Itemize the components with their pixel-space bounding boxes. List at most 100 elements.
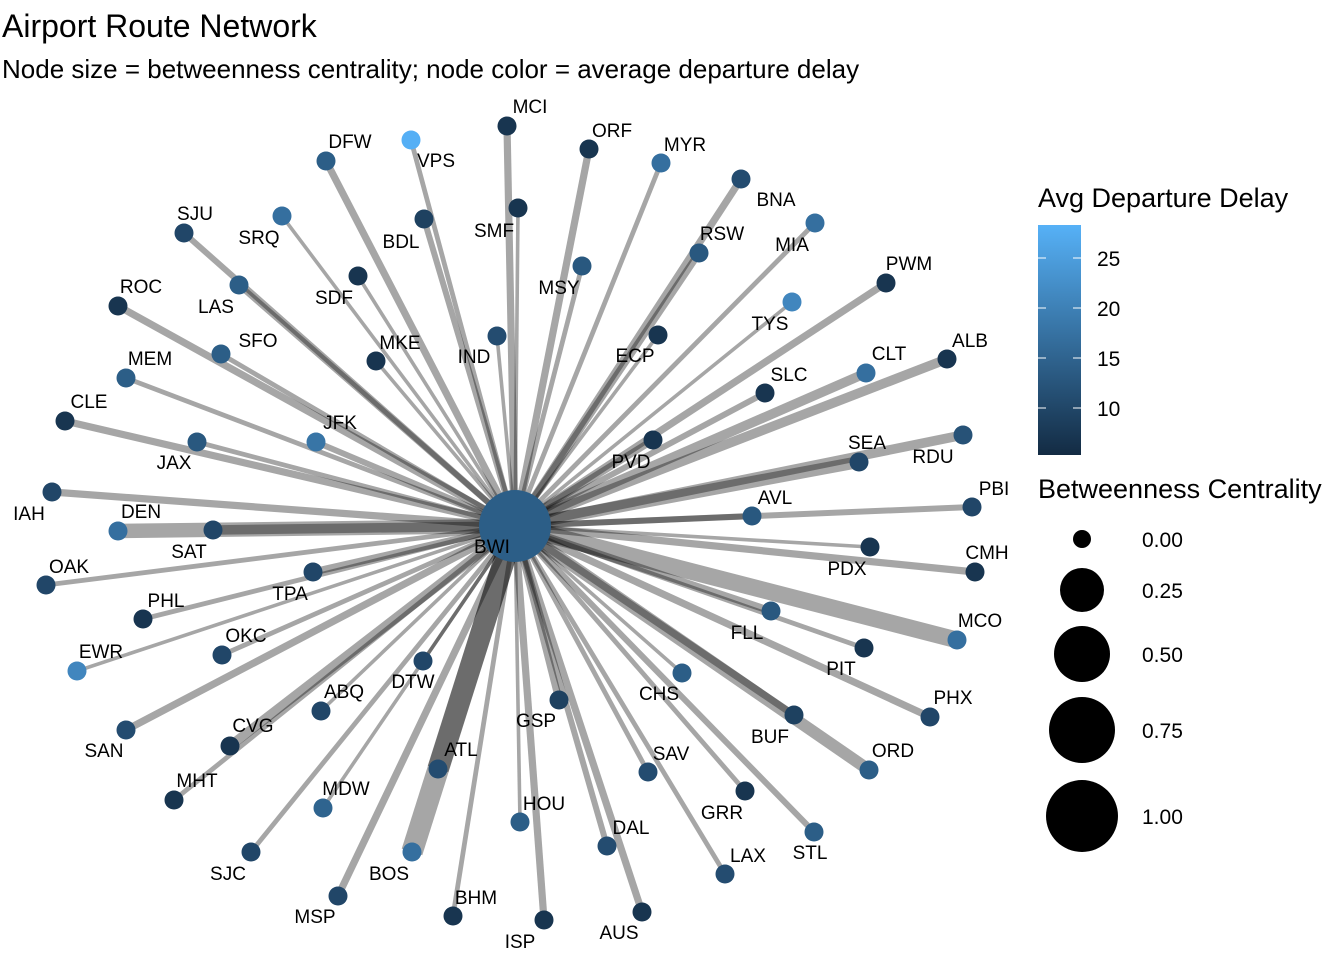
node-msy[interactable] (572, 256, 592, 276)
size-legend-circle (1073, 530, 1091, 548)
size-legend-circle (1054, 626, 1110, 682)
node-cvg[interactable] (220, 736, 240, 756)
node-mht[interactable] (164, 790, 184, 810)
edge-bwi-msy (512, 265, 585, 527)
edge-bwi-abq (319, 524, 517, 713)
node-phl[interactable] (133, 609, 153, 629)
edge-bwi-ecp (513, 333, 660, 528)
node-buf[interactable] (784, 705, 804, 725)
node-jax[interactable] (187, 432, 207, 452)
node-okc[interactable] (212, 645, 232, 665)
node-ewr[interactable] (67, 661, 87, 681)
node-stl[interactable] (804, 822, 824, 842)
color-tick-label: 20 (1097, 298, 1120, 321)
size-tick-label: 1.00 (1142, 806, 1183, 829)
node-pvd[interactable] (643, 430, 663, 450)
node-mco[interactable] (947, 630, 967, 650)
node-bhm[interactable] (443, 906, 463, 926)
node-bna[interactable] (731, 169, 751, 189)
edge-bwi-sfo (219, 351, 517, 529)
node-rdu[interactable] (953, 425, 973, 445)
node-orf[interactable] (579, 139, 599, 159)
node-tpa[interactable] (303, 562, 323, 582)
node-label: FLL (731, 623, 764, 644)
node-clt[interactable] (856, 363, 876, 383)
node-grr[interactable] (735, 781, 755, 801)
node-las[interactable] (229, 275, 249, 295)
node-mem[interactable] (116, 368, 136, 388)
node-sav[interactable] (638, 762, 658, 782)
node-cmh[interactable] (965, 562, 985, 582)
edge-bwi-orf (511, 148, 593, 527)
edge-bwi-mci (503, 125, 519, 527)
node-ind[interactable] (487, 326, 507, 346)
edge-bwi-phl (142, 523, 516, 622)
node-gsp[interactable] (549, 690, 569, 710)
node-label: AUS (599, 923, 638, 944)
node-rsw[interactable] (689, 243, 709, 263)
node-san[interactable] (116, 720, 136, 740)
node-label: CMH (965, 543, 1008, 564)
node-label: MCI (513, 97, 548, 118)
node-sjc[interactable] (241, 842, 261, 862)
node-mci[interactable] (497, 116, 517, 136)
node-avl[interactable] (742, 506, 762, 526)
edge-bwi-msp (334, 524, 519, 898)
node-vps[interactable] (401, 130, 421, 150)
node-abq[interactable] (311, 701, 331, 721)
node-bwi[interactable] (479, 490, 551, 562)
node-label: BOS (369, 864, 409, 885)
node-ecp[interactable] (648, 325, 668, 345)
node-mke[interactable] (366, 351, 386, 371)
node-den[interactable] (108, 521, 128, 541)
edge-bwi-cmh (514, 522, 976, 576)
node-lax[interactable] (715, 864, 735, 884)
node-ord[interactable] (859, 760, 879, 780)
node-label: RDU (912, 447, 953, 468)
node-aus[interactable] (632, 902, 652, 922)
node-cle[interactable] (55, 411, 75, 431)
node-fll[interactable] (761, 601, 781, 621)
node-label: MYR (664, 135, 706, 156)
node-phx[interactable] (920, 707, 940, 727)
node-sfo[interactable] (211, 344, 231, 364)
node-label: ABQ (324, 682, 364, 703)
node-mia[interactable] (805, 213, 825, 233)
node-srq[interactable] (272, 206, 292, 226)
node-sju[interactable] (174, 223, 194, 243)
node-mdw[interactable] (313, 798, 333, 818)
node-label: PHX (933, 688, 972, 709)
node-oak[interactable] (36, 575, 56, 595)
node-bdl[interactable] (414, 209, 434, 229)
node-sat[interactable] (203, 520, 223, 540)
node-pbi[interactable] (962, 497, 982, 517)
node-pdx[interactable] (860, 537, 880, 557)
node-tys[interactable] (782, 292, 802, 312)
node-isp[interactable] (534, 910, 554, 930)
node-myr[interactable] (651, 153, 671, 173)
node-sdf[interactable] (348, 266, 368, 286)
node-jfk[interactable] (306, 432, 326, 452)
node-dtw[interactable] (413, 651, 433, 671)
node-alb[interactable] (937, 349, 957, 369)
node-dfw[interactable] (316, 151, 336, 171)
node-msp[interactable] (328, 886, 348, 906)
node-label: ROC (120, 277, 162, 298)
node-atl[interactable] (428, 759, 448, 779)
node-sea[interactable] (849, 452, 869, 472)
node-bos[interactable] (402, 842, 422, 862)
node-smf[interactable] (508, 198, 528, 218)
edge-bwi-san (124, 522, 517, 734)
node-iah[interactable] (42, 482, 62, 502)
node-label: SDF (315, 288, 353, 309)
node-label: PVD (611, 452, 650, 473)
node-dal[interactable] (597, 836, 617, 856)
node-label: SAT (171, 542, 207, 563)
node-chs[interactable] (672, 663, 692, 683)
node-slc[interactable] (755, 383, 775, 403)
node-roc[interactable] (108, 296, 128, 316)
node-label: CVG (232, 716, 273, 737)
node-pwm[interactable] (876, 273, 896, 293)
node-pit[interactable] (854, 638, 874, 658)
node-hou[interactable] (510, 812, 530, 832)
